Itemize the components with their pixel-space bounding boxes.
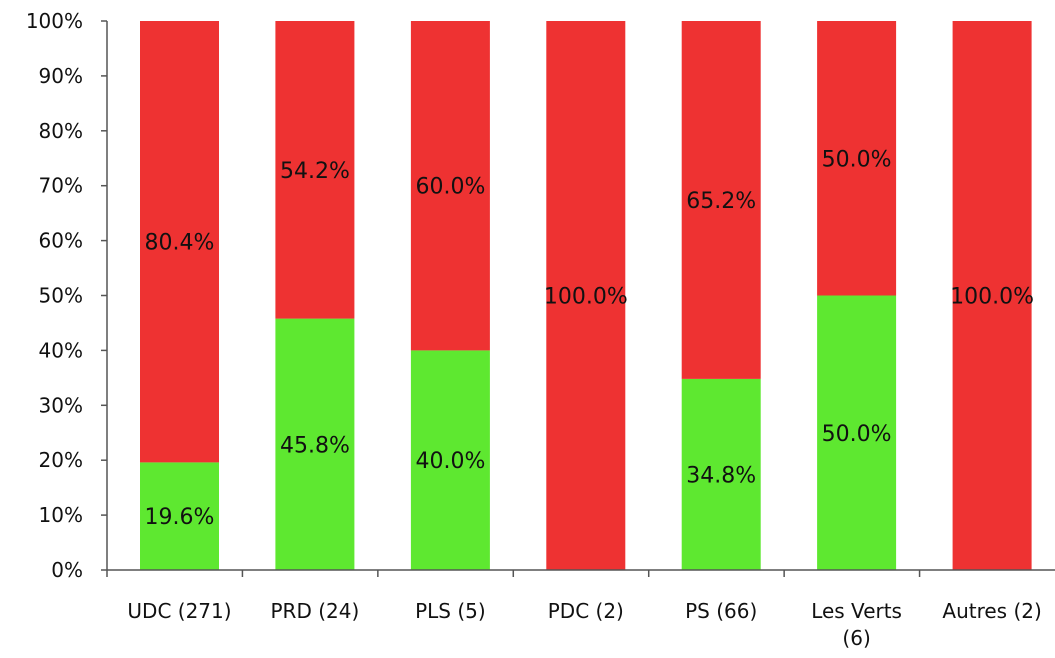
data-label: 100.0% [544,285,628,310]
bar-segment [275,21,355,319]
data-label: 34.8% [686,464,756,489]
y-tick-label: 10% [39,503,83,527]
bar-segment [952,21,1032,570]
data-label: 60.0% [415,175,485,200]
data-label: 54.2% [280,159,350,184]
data-label: 19.6% [145,505,215,530]
y-tick-label: 100% [26,9,83,33]
bar-segment [817,295,897,570]
data-label: 100.0% [950,285,1034,310]
y-tick-label: 80% [39,119,83,143]
y-tick-label: 60% [39,229,83,253]
bar-segment [817,21,897,296]
data-label: 50.0% [822,147,892,172]
x-tick-label: PLS (5) [415,599,486,623]
bar-segment [681,378,761,570]
data-label: 45.8% [280,433,350,458]
x-tick-label: (6) [842,626,870,650]
bar-segment [546,21,626,570]
x-tick-label: PRD (24) [271,599,360,623]
y-tick-label: 90% [39,64,83,88]
bar-segment [410,21,490,351]
bar-segment [410,350,490,570]
data-label: 40.0% [415,449,485,474]
bars-layer [140,21,1032,570]
x-tick-label: Autres (2) [942,599,1041,623]
x-tick-label: Les Verts [811,599,902,623]
y-tick-label: 20% [39,448,83,472]
x-tick-label: PS (66) [685,599,757,623]
y-tick-label: 0% [51,558,83,582]
y-tick-label: 50% [39,284,83,308]
bar-segment [681,21,761,379]
data-label: 50.0% [822,422,892,447]
y-tick-label: 30% [39,393,83,417]
y-tick-label: 40% [39,338,83,362]
bar-segment [275,318,355,570]
axis-layer: 0% 10% 20% 30% 40% 50% 60% 70% 80% 90% 100% UDC (27… [26,9,1055,650]
data-label: 80.4% [145,231,215,256]
x-tick-label: PDC (2) [548,599,624,623]
bar-segment [140,462,219,570]
data-label-layer: 19.6% 80.4% 45.8% 54.2% 40.0% 60.0% 100.0% 34.8… [145,147,1034,530]
x-tick-label: UDC (271) [127,599,231,623]
bar-segment [140,21,219,463]
data-label: 65.2% [686,189,756,214]
y-tick-label: 70% [39,174,83,198]
